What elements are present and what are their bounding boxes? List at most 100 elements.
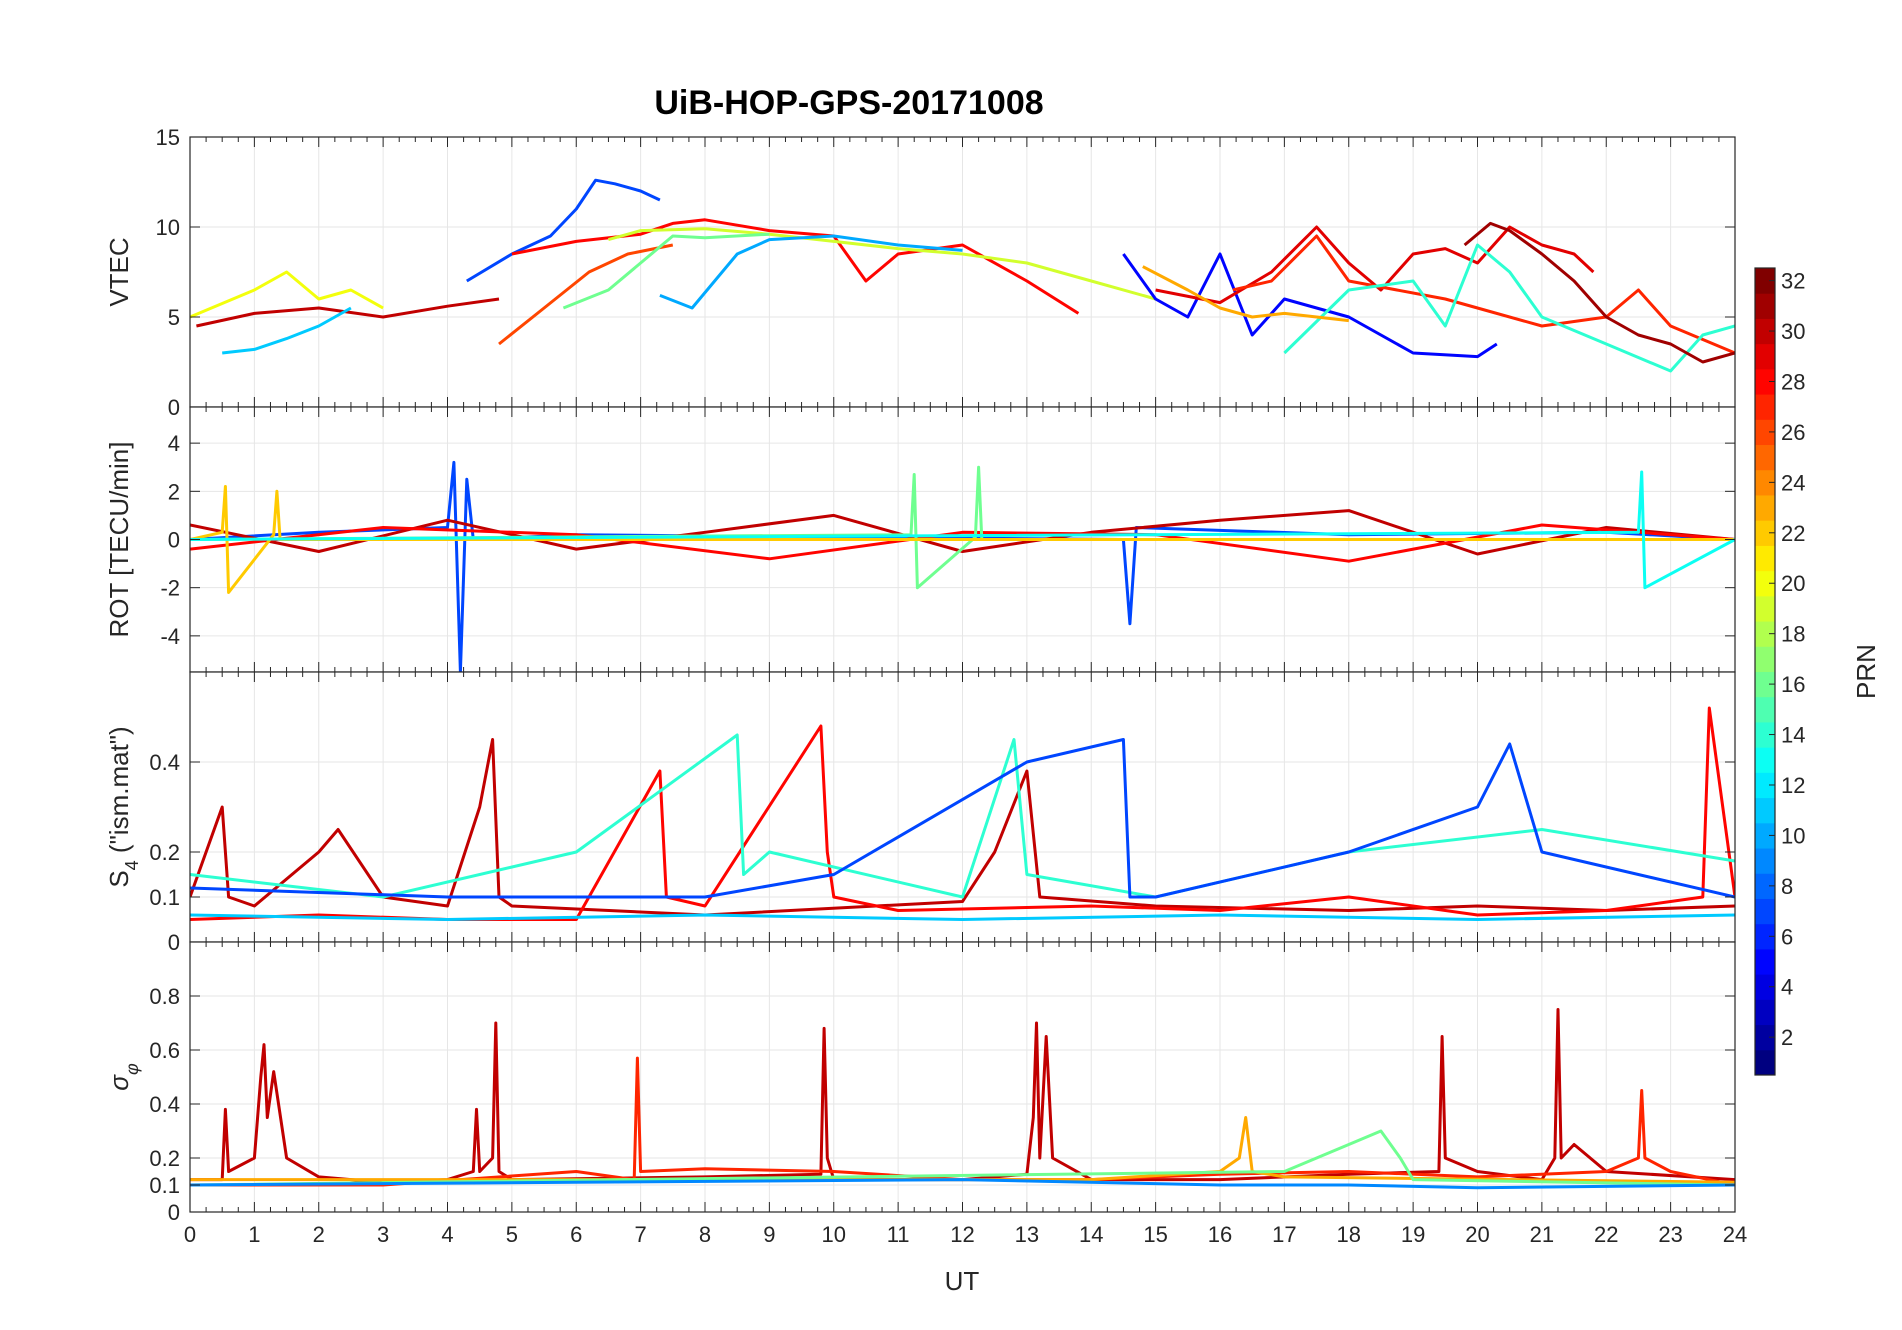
- x-axis-label: UT: [945, 1266, 980, 1296]
- x-tick-label: 19: [1401, 1222, 1425, 1247]
- colorbar-segment: [1755, 293, 1775, 319]
- series-line-prn-10: [659, 234, 963, 310]
- colorbar-tick-label: 30: [1781, 319, 1805, 344]
- y-tick-label: 0.2: [149, 1146, 180, 1171]
- x-tick-label: 4: [441, 1222, 453, 1247]
- colorbar-tick-label: 12: [1781, 773, 1805, 798]
- y-tick-label: 0.8: [149, 984, 180, 1009]
- colorbar-segment: [1755, 797, 1775, 824]
- y-tick-label: 10: [156, 215, 180, 240]
- y-tick-label: 5: [168, 305, 180, 330]
- series-line-prn-30: [196, 297, 500, 328]
- x-tick-label: 2: [313, 1222, 325, 1247]
- y-axis-label: ROT [TECU/min]: [104, 442, 134, 638]
- colorbar-segment: [1755, 873, 1775, 899]
- y-tick-label: 0.1: [149, 1173, 180, 1198]
- series-line-prn-26: [498, 243, 674, 346]
- series-line-prn-28: [190, 523, 1735, 563]
- series-line-prn-7: [466, 178, 661, 283]
- colorbar-segment: [1755, 394, 1775, 420]
- colorbar-tick-label: 24: [1781, 470, 1805, 495]
- x-tick-label: 5: [506, 1222, 518, 1247]
- colorbar-segment: [1755, 772, 1775, 799]
- x-tick-label: 10: [822, 1222, 846, 1247]
- series-line-prn-23: [1142, 265, 1349, 323]
- x-tick-label: 14: [1079, 1222, 1103, 1247]
- series-line-prn-28: [190, 706, 1735, 921]
- colorbar-tick-label: 8: [1781, 874, 1793, 899]
- x-tick-label: 9: [763, 1222, 775, 1247]
- y-tick-label: 0.4: [149, 1092, 180, 1117]
- colorbar-tick-label: 4: [1781, 975, 1793, 1000]
- colorbar-segment: [1755, 570, 1775, 597]
- y-axis-label: S4 ("ism.mat"): [104, 726, 142, 887]
- y-tick-label: 0.6: [149, 1038, 180, 1063]
- colorbar-tick-label: 6: [1781, 924, 1793, 949]
- y-axis-label-rest: ("ism.mat"): [104, 726, 134, 860]
- y-tick-label: -2: [160, 576, 180, 601]
- colorbar-segment: [1755, 646, 1775, 672]
- y-axis-label: VTEC: [104, 237, 134, 306]
- colorbar-tick-label: 20: [1781, 571, 1805, 596]
- colorbar-segment: [1755, 595, 1775, 622]
- y-tick-label: 0: [168, 395, 180, 420]
- x-tick-label: 24: [1723, 1222, 1747, 1247]
- colorbar-tick-label: 22: [1781, 521, 1805, 546]
- colorbar-segment: [1755, 948, 1775, 975]
- colorbar-segment: [1755, 898, 1775, 925]
- colorbar-segment: [1755, 268, 1775, 294]
- x-tick-label: 20: [1465, 1222, 1489, 1247]
- series-line-prn-11: [222, 306, 352, 355]
- series-line-prn-5: [1122, 252, 1498, 359]
- series-line-prn-30: [190, 509, 1735, 556]
- series-line-prn-31: [1463, 221, 1735, 364]
- series-line-prn-16: [190, 465, 1735, 590]
- y-tick-label: 0.1: [149, 885, 180, 910]
- y-tick-label: 15: [156, 125, 180, 150]
- colorbar-segment: [1755, 848, 1775, 874]
- colorbar-segment: [1755, 368, 1775, 395]
- y-axis-label-sub: 4: [122, 860, 142, 870]
- colorbar-segment: [1755, 1024, 1775, 1051]
- colorbar-segment: [1755, 520, 1775, 546]
- x-tick-label: 11: [887, 1222, 910, 1247]
- series-line-prn-22: [190, 485, 1735, 594]
- x-tick-label: 23: [1658, 1222, 1682, 1247]
- colorbar-segment: [1755, 721, 1775, 748]
- y-tick-label: 0.4: [149, 750, 180, 775]
- colorbar-segment: [1755, 1049, 1775, 1076]
- colorbar-frame: [1754, 267, 1776, 1076]
- series-group: [190, 706, 1735, 921]
- series-line-prn-27: [1232, 234, 1735, 355]
- series-group: [190, 460, 1735, 672]
- y-tick-label: 0: [168, 528, 180, 553]
- x-tick-label: 22: [1594, 1222, 1618, 1247]
- colorbar-segment: [1755, 696, 1775, 723]
- x-tick-label: 21: [1530, 1222, 1554, 1247]
- colorbar-tick-label: 10: [1781, 823, 1805, 848]
- series-group: [190, 178, 1735, 373]
- y-axis-label: σφ: [104, 1063, 142, 1091]
- x-tick-label: 17: [1272, 1222, 1296, 1247]
- colorbar-segment: [1755, 494, 1775, 521]
- series-line-prn-13: [190, 470, 1735, 590]
- x-tick-label: 13: [1015, 1222, 1039, 1247]
- panel-rot: -4 -2 0 2 4 ROT [TECU/min]: [104, 406, 1736, 673]
- colorbar-tick-label: 16: [1781, 672, 1805, 697]
- y-tick-label: 0: [168, 930, 180, 955]
- y-tick-label: 0: [168, 1200, 180, 1225]
- y-axis-label-main: S: [104, 870, 134, 887]
- colorbar-segment: [1755, 444, 1775, 471]
- series-line-prn-14: [1283, 243, 1735, 373]
- series-line-prn-7: [190, 738, 1735, 899]
- colorbar-segment: [1755, 747, 1775, 773]
- x-tick-label: 3: [377, 1222, 389, 1247]
- colorbar-tick-label: 14: [1781, 723, 1805, 748]
- y-tick-label: -4: [160, 624, 180, 649]
- series-line-prn-29: [1155, 225, 1595, 305]
- colorbar-segment: [1755, 974, 1775, 1000]
- series-line-prn-16: [190, 1129, 1735, 1187]
